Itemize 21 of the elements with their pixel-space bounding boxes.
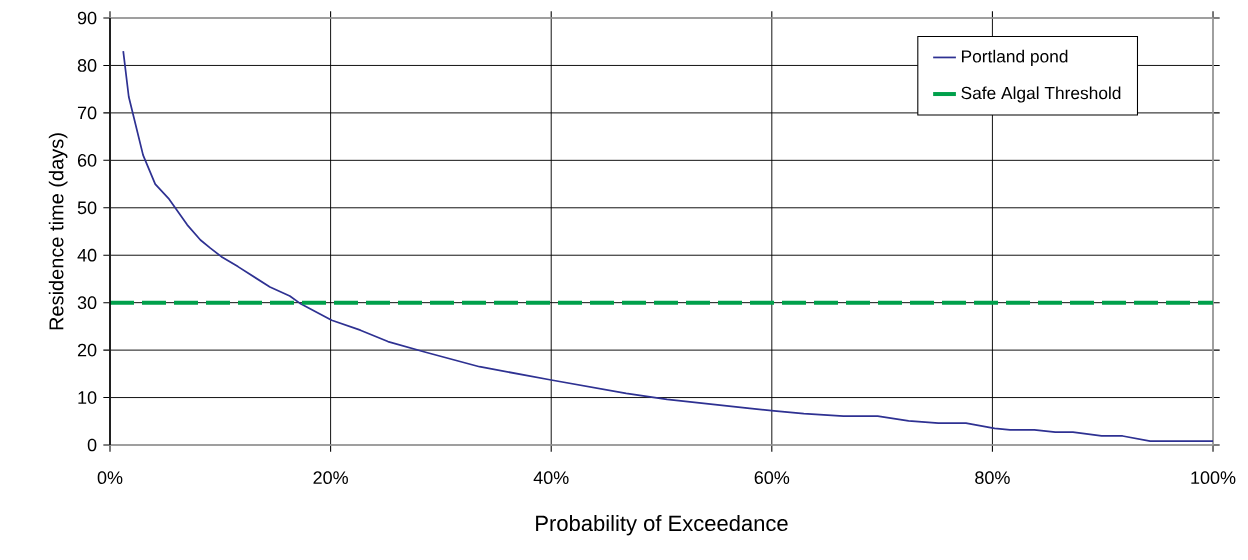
y-axis-title: Residence time (days) [48, 133, 68, 330]
line-series [122, 50, 1214, 443]
y-tick-label: 0 [87, 438, 97, 452]
legend-label: Safe Algal Threshold [961, 86, 1121, 103]
legend-label: Portland pond [962, 49, 1068, 66]
y-tick-label: 20 [77, 343, 97, 357]
y-tick-label: 60 [77, 153, 97, 167]
x-tick-label: 60% [754, 471, 790, 484]
x-tick-label: 80% [975, 471, 1010, 484]
y-tick-label: 90 [77, 11, 97, 25]
y-tick-label: 40 [77, 248, 97, 262]
y-tick-label: 70 [77, 106, 97, 120]
y-tick-label: 30 [77, 296, 97, 310]
x-tick-label: 20% [313, 471, 348, 484]
y-tick-label: 50 [77, 201, 97, 215]
y-tick-label: 10 [78, 391, 97, 404]
x-tick-label: 0% [97, 471, 123, 484]
x-tick-label: 100% [1191, 471, 1236, 484]
x-axis-title: Probability of Exceedance [536, 514, 788, 536]
y-tick-label: 80 [77, 59, 97, 72]
x-tick-label: 40% [533, 471, 569, 484]
